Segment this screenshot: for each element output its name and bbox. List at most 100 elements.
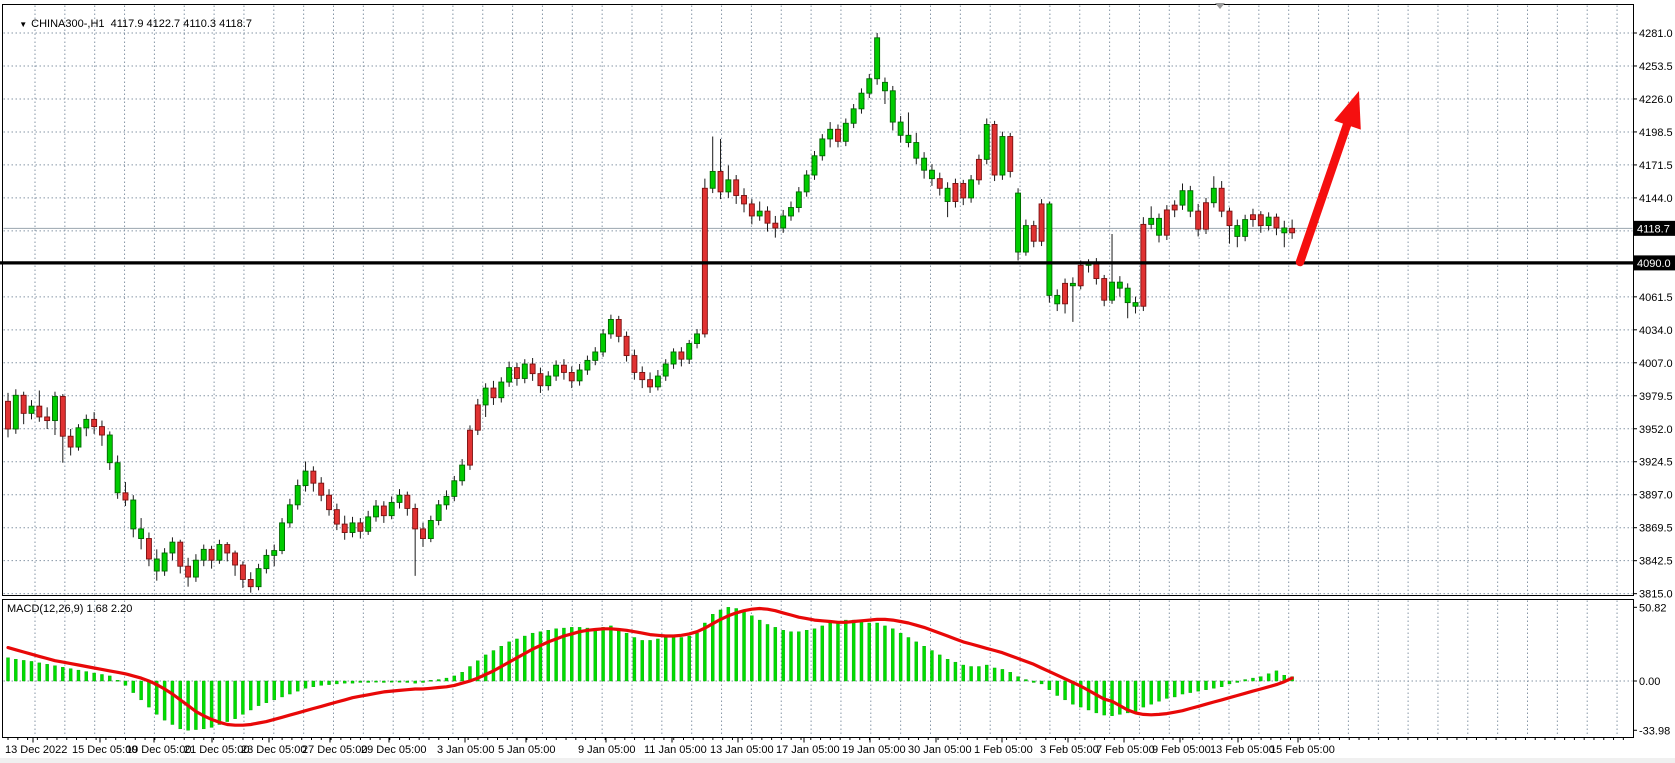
- candle-body: [936, 178, 943, 189]
- candle-body: [44, 416, 51, 422]
- macd-histogram-bar: [452, 675, 457, 682]
- macd-histogram-bar: [499, 646, 503, 682]
- candle-body: [506, 367, 513, 383]
- macd-histogram-bar: [288, 680, 292, 695]
- macd-histogram-bar: [844, 619, 848, 682]
- macd-histogram-bar: [21, 660, 26, 682]
- trend-arrow[interactable]: [1295, 91, 1361, 267]
- macd-pane[interactable]: [2, 599, 1634, 738]
- symbol-title: ▼ CHINA300-,H1 4117.9 4122.7 4110.3 4118.…: [7, 6, 252, 42]
- candle-body: [733, 179, 740, 196]
- chevron-down-icon[interactable]: ▼: [19, 20, 28, 29]
- candle-body: [224, 544, 231, 554]
- candle-body: [631, 355, 638, 373]
- candle-body: [52, 396, 58, 422]
- macd-histogram-bar: [217, 680, 222, 725]
- macd-histogram-bar: [1188, 680, 1193, 693]
- macd-histogram-bar: [14, 659, 18, 682]
- macd-histogram-bar: [296, 680, 300, 692]
- candle-body: [764, 210, 771, 224]
- price-tick-label: 4144.0: [1639, 193, 1673, 205]
- macd-histogram-bar: [985, 664, 989, 682]
- candle-body: [1289, 227, 1296, 234]
- main-pane[interactable]: [2, 4, 1634, 596]
- candle-body: [999, 136, 1006, 176]
- candle-body: [1109, 281, 1115, 301]
- macd-histogram-bar: [703, 622, 707, 682]
- macd-histogram-bar: [734, 608, 738, 682]
- macd-histogram-bar: [1259, 676, 1263, 682]
- candle-body: [772, 222, 779, 229]
- candle-body: [404, 494, 411, 509]
- time-axis-label: 21 Dec 05:00: [184, 744, 249, 756]
- macd-histogram-bar: [1110, 680, 1114, 716]
- macd-histogram-bar: [922, 646, 926, 682]
- macd-histogram-bar: [131, 680, 135, 693]
- macd-histogram-bar: [898, 632, 903, 682]
- macd-histogram-bar: [867, 622, 871, 682]
- candle-body: [1179, 190, 1186, 206]
- candle-body: [788, 207, 794, 217]
- candle-body: [412, 507, 419, 530]
- candle-body: [28, 405, 35, 414]
- macd-histogram-bar: [851, 619, 856, 682]
- time-axis[interactable]: [7, 737, 1624, 743]
- candle-body: [420, 528, 426, 539]
- macd-tick-label: -33.98: [1639, 725, 1670, 737]
- macd-histogram-bar: [836, 621, 840, 682]
- macd-histogram-bar: [29, 661, 34, 682]
- macd-histogram-bar: [1165, 680, 1169, 699]
- candle-body: [247, 579, 254, 588]
- price-tick-label: 3979.5: [1639, 391, 1673, 403]
- macd-histogram-bar: [554, 628, 558, 682]
- trend-arrow-shaft: [1295, 117, 1353, 267]
- candle-body: [975, 158, 982, 181]
- candle-body: [200, 548, 207, 561]
- candle-body: [654, 375, 661, 388]
- macd-indicator-label: MACD(12,26,9) 1.68 2.20: [7, 603, 133, 615]
- macd-histogram-bar: [147, 680, 151, 708]
- macd-histogram-bar: [1133, 680, 1138, 712]
- macd-histogram-bar: [1274, 670, 1279, 682]
- time-axis-label: 13 Jan 05:00: [710, 744, 774, 756]
- candle-body: [623, 335, 630, 357]
- macd-histogram-bar: [436, 679, 441, 682]
- macd-axis[interactable]: [1633, 606, 1638, 731]
- price-tick-label: 4226.0: [1639, 94, 1673, 106]
- bottom-strip: [0, 758, 1675, 763]
- macd-histogram-bar: [789, 631, 793, 682]
- macd-histogram-bar: [711, 614, 715, 682]
- macd-histogram-bar: [1180, 680, 1185, 695]
- macd-histogram-bar: [170, 680, 175, 725]
- macd-histogram-bar: [421, 680, 425, 683]
- macd-histogram-bar: [828, 622, 832, 682]
- candle-body: [36, 405, 43, 418]
- macd-histogram-bar: [45, 664, 49, 682]
- candle-body: [545, 375, 552, 387]
- macd-histogram-bar: [1032, 680, 1036, 683]
- macd-histogram-bar: [891, 628, 895, 682]
- macd-histogram-bar: [757, 619, 762, 682]
- candle-body: [803, 174, 810, 193]
- macd-histogram-bar: [804, 630, 809, 682]
- candle-body: [1148, 217, 1155, 225]
- time-axis-label: 9 Feb 05:00: [1152, 744, 1211, 756]
- candle-body: [75, 427, 82, 448]
- macd-histogram-bar: [1251, 677, 1255, 682]
- candle-body: [694, 333, 700, 344]
- macd-histogram-bar: [335, 680, 339, 685]
- macd-histogram-bar: [256, 680, 261, 706]
- macd-histogram-bar: [1016, 676, 1020, 682]
- macd-histogram-bar: [875, 622, 879, 682]
- macd-histogram-bar: [303, 680, 308, 689]
- macd-histogram-bar: [992, 667, 997, 682]
- candle-body: [717, 170, 724, 193]
- candle-body: [326, 494, 332, 511]
- macd-histogram-bar: [366, 680, 370, 683]
- price-axis[interactable]: [1633, 32, 1675, 595]
- macd-histogram-bar: [601, 627, 605, 682]
- candle-body: [850, 108, 857, 124]
- macd-histogram-bar: [491, 650, 496, 682]
- price-tick-label: 3815.0: [1639, 589, 1673, 601]
